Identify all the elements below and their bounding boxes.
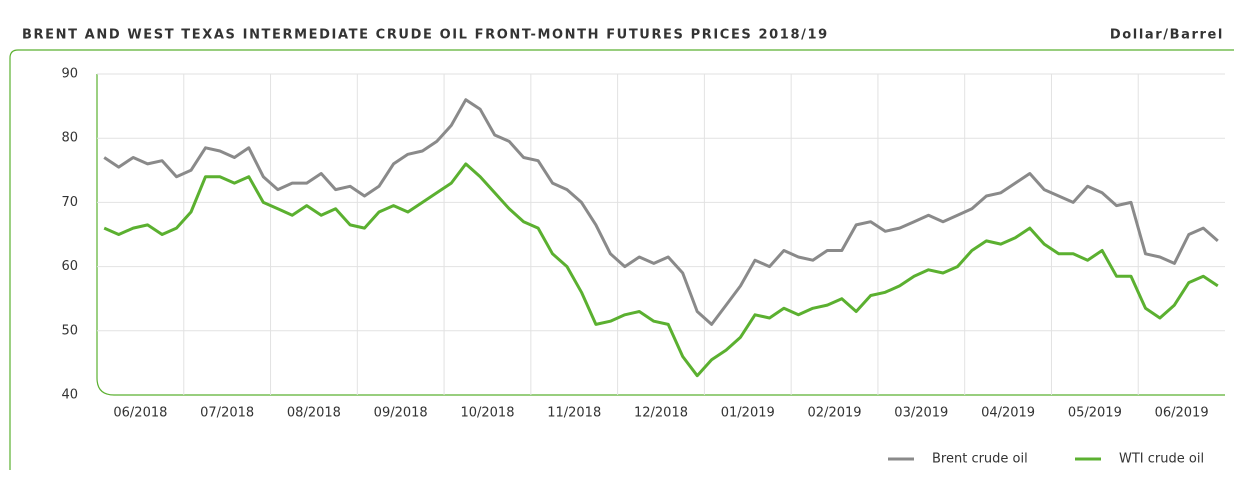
x-tick-label: 11/2018 — [547, 406, 601, 421]
line-series — [103, 162, 1219, 378]
y-tick-label: 90 — [61, 67, 78, 82]
y-tick-label: 60 — [61, 259, 78, 274]
x-tick-label: 09/2018 — [374, 406, 428, 421]
legend-label: WTI crude oil — [1119, 452, 1204, 467]
x-tick-label: 10/2018 — [460, 406, 514, 421]
x-tick-label: 08/2018 — [287, 406, 341, 421]
x-tick-label: 07/2018 — [200, 406, 254, 421]
x-tick-label: 06/2019 — [1155, 406, 1209, 421]
y-tick-label: 40 — [61, 388, 78, 403]
y-tick-label: 50 — [61, 323, 78, 338]
axis-frame — [96, 74, 1225, 396]
unit-label: Dollar/Barrel — [1110, 28, 1224, 43]
x-tick-label: 04/2019 — [981, 406, 1035, 421]
x-tick-label: 01/2019 — [721, 406, 775, 421]
chart-title: BRENT AND WEST TEXAS INTERMEDIATE CRUDE … — [22, 28, 829, 43]
x-tick-label: 02/2019 — [808, 406, 862, 421]
line-series — [103, 98, 1219, 326]
frame — [9, 49, 1234, 470]
x-tick-label: 12/2018 — [634, 406, 688, 421]
legend-label: Brent crude oil — [932, 452, 1028, 467]
x-tick-label: 06/2018 — [113, 406, 167, 421]
x-tick-label: 05/2019 — [1068, 406, 1122, 421]
y-tick-label: 80 — [61, 131, 78, 146]
y-tick-label: 70 — [61, 195, 78, 210]
x-tick-label: 03/2019 — [894, 406, 948, 421]
